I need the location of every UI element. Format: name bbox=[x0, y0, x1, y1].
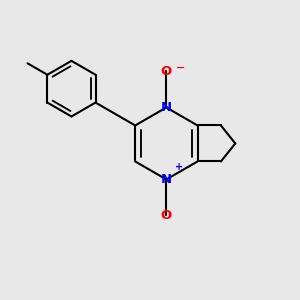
Text: O: O bbox=[161, 209, 172, 222]
Text: N: N bbox=[161, 173, 172, 186]
Text: +: + bbox=[175, 162, 183, 172]
Text: −: − bbox=[176, 63, 185, 73]
Text: O: O bbox=[161, 65, 172, 78]
Text: N: N bbox=[161, 101, 172, 114]
